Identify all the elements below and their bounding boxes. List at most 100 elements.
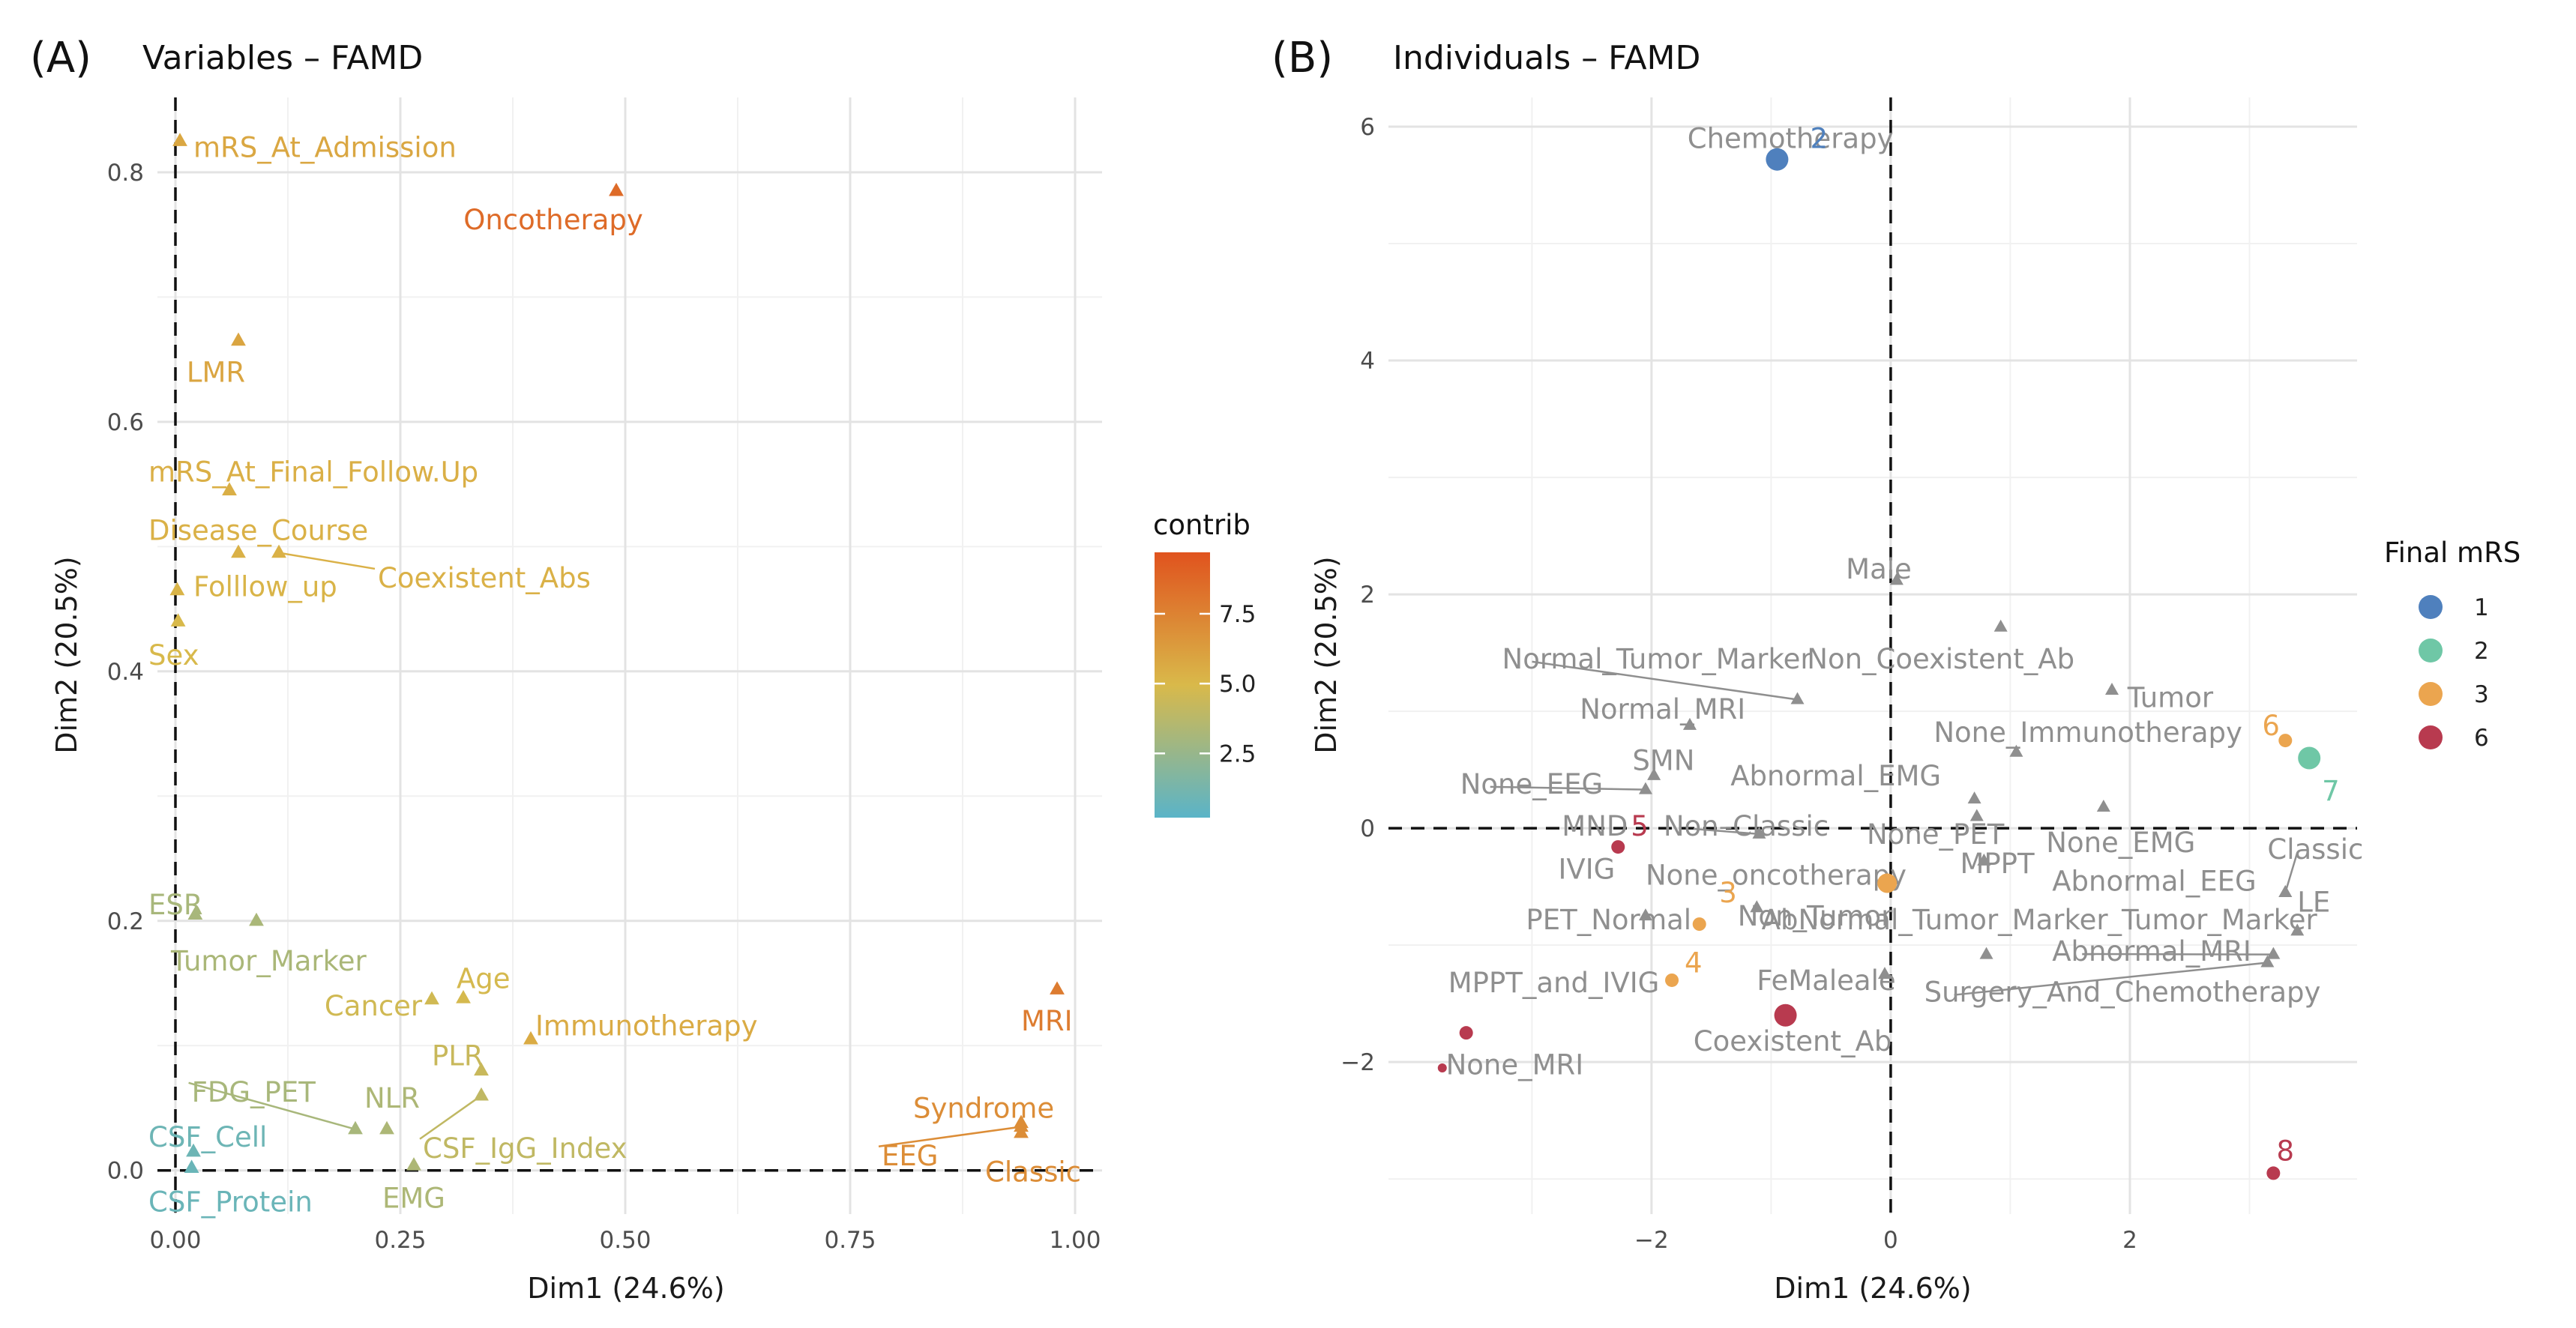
panel-b-x-tick-label: 2 <box>2122 1227 2137 1254</box>
category-label-classic: Classic <box>2267 833 2363 866</box>
category-label-non-classic: Non–Classic <box>1664 810 1829 842</box>
category-point-abnormal-tumor-marker-tumor-marker <box>1979 947 1993 959</box>
category-point-non-tumor <box>1750 900 1764 913</box>
variable-label-mrs-at-final-follow-up: mRS_At_Final_Follow.Up <box>148 456 478 488</box>
variable-label-esr: ESR <box>148 889 203 921</box>
legend-key-mrs-1 <box>2419 595 2443 619</box>
point-leader-line <box>419 1094 482 1140</box>
variable-label-oncotherapy: Oncotherapy <box>463 204 643 236</box>
variable-label-csf-protein: CSF_Protein <box>148 1186 313 1218</box>
individual-point <box>1459 1026 1473 1040</box>
category-leader-line <box>2082 953 2274 956</box>
variable-point-coexistent-abs <box>271 544 286 558</box>
final-mrs-legend-items: 1 2 3 6 <box>2419 594 2489 752</box>
variable-label-csf-cell: CSF_Cell <box>148 1121 267 1153</box>
category-label-abnormal-tumor-marker-tumor-marker: AbNormal_Tumor_Marker_Tumor_Marker <box>1762 904 2318 936</box>
panel-b: (B) Individuals – FAMD −2 0 2 −2 0 2 4 6 Chemo… <box>1272 34 2363 1305</box>
variable-point-esr <box>187 906 203 920</box>
category-point-smn <box>1647 767 1661 780</box>
category-label-ivig: IVIG <box>1558 854 1615 886</box>
panel-b-x-tick-label: 0 <box>1883 1227 1898 1254</box>
category-point-abnormal-emg <box>1967 791 1981 804</box>
legend-label-mrs-3: 3 <box>2474 681 2489 708</box>
colorbar-tick-label: 2.5 <box>1219 740 1256 767</box>
panel-b-y-tick-label: 2 <box>1360 582 1375 609</box>
panel-b-individual-points: 2 6 7 5 3 4 8 <box>1437 123 2340 1180</box>
panel-b-title: Individuals – FAMD <box>1393 39 1700 77</box>
variable-point-mri <box>1050 981 1065 995</box>
variable-label-fdg-pet: FDG_PET <box>192 1076 316 1108</box>
variable-point-classic <box>1014 1124 1029 1138</box>
colorbar-tick-label: 5.0 <box>1219 671 1256 698</box>
category-point-femaleale <box>1877 967 1892 980</box>
panel-b-y-tick-label: 6 <box>1360 114 1375 141</box>
panel-b-y-tick-label: −2 <box>1340 1049 1375 1076</box>
variable-label-mrs-at-admission: mRS_At_Admission <box>193 132 457 164</box>
variable-point-lmr <box>231 332 246 346</box>
individual-point <box>1774 1003 1797 1027</box>
panel-b-x-tick-labels: −2 0 2 <box>1634 1227 2137 1254</box>
panel-a-y-tick-label: 0.8 <box>107 160 144 187</box>
individual-label-6: 6 <box>2262 710 2280 742</box>
legend-key-mrs-3 <box>2419 682 2443 706</box>
category-label-le: LE <box>2297 886 2330 918</box>
category-label-chemotherapy: Chemotherapy <box>1688 123 1894 155</box>
category-point-non-coexistent-ab <box>1993 619 2008 632</box>
final-mrs-legend: Final mRS 1 2 3 6 <box>2384 537 2521 752</box>
legend-label-mrs-1: 1 <box>2474 594 2489 621</box>
panel-a-title: Variables – FAMD <box>142 39 423 77</box>
category-label-abnormal-emg: Abnormal_EMG <box>1730 760 1941 792</box>
panel-a-x-axis-title: Dim1 (24.6%) <box>527 1272 724 1305</box>
panel-b-x-tick-label: −2 <box>1634 1227 1669 1254</box>
variable-point-disease-course <box>231 544 246 558</box>
category-label-mnd: MND <box>1562 810 1628 842</box>
category-label-none-immunotherapy: None_Immunotherapy <box>1933 716 2242 749</box>
panel-a-zero-lines <box>157 97 1102 1214</box>
variable-label-lmr: LMR <box>187 356 245 388</box>
panel-b-category-points: ChemotherapyMaleNon_Coexistent_AbNormal_… <box>1446 123 2364 1081</box>
individual-point-6 <box>2278 734 2293 748</box>
category-point-none-immunotherapy <box>2009 744 2023 757</box>
panel-a-x-tick-labels: 0.00 0.25 0.50 0.75 1.00 <box>149 1227 1101 1254</box>
category-label-none-emg: None_EMG <box>2046 827 2195 859</box>
panel-a-y-tick-label: 0.6 <box>107 409 144 436</box>
panel-b-tag: (B) <box>1272 34 1333 82</box>
panel-a-points: mRS_At_Admission Oncotherapy LMR mRS_At_Fin… <box>148 132 1081 1219</box>
category-point-surgery-and-chemotherapy <box>2260 955 2275 968</box>
panel-b-x-axis-title: Dim1 (24.6%) <box>1774 1272 1971 1305</box>
variable-label-nlr: NLR <box>364 1082 420 1114</box>
individual-point-5 <box>1611 840 1625 854</box>
contrib-colorbar-ticks: 2.5 5.0 7.5 <box>1155 601 1256 767</box>
point-leader-line <box>878 1126 1022 1147</box>
category-point-le <box>2290 923 2305 936</box>
legend-key-mrs-6 <box>2419 725 2443 749</box>
variable-label-disease-course: Disease_Course <box>148 515 368 547</box>
variable-point-csf-cell <box>186 1143 201 1157</box>
category-point-abnormal-eeg <box>2278 884 2293 897</box>
category-label-pet-normal: PET_Normal <box>1526 904 1691 936</box>
category-label-none-pet: None_PET <box>1867 818 2005 851</box>
contrib-legend-title: contrib <box>1153 509 1251 541</box>
individual-point <box>1437 1063 1447 1072</box>
panel-a-y-tick-label: 0.2 <box>107 908 144 935</box>
variable-point-plr <box>474 1062 489 1076</box>
individual-point-2 <box>1766 148 1789 171</box>
category-leader-line <box>1954 962 2268 996</box>
panel-a-y-tick-label: 0.0 <box>107 1158 144 1185</box>
panel-a-y-tick-label: 0.4 <box>107 659 144 686</box>
category-point-mppt <box>1977 853 1991 866</box>
variable-label-folllow-up: Folllow_up <box>193 571 337 603</box>
panel-a-y-tick-labels: 0.0 0.2 0.4 0.6 0.8 <box>107 160 144 1185</box>
category-label-male: Male <box>1846 553 1912 585</box>
variable-point-sex <box>170 613 186 627</box>
contrib-colorbar <box>1155 552 1210 818</box>
variable-label-age: Age <box>457 962 511 995</box>
variable-label-immunotherapy: Immunotherapy <box>535 1010 758 1042</box>
category-point-none-pet <box>1969 809 1984 821</box>
contrib-legend: contrib 2.5 5.0 7.5 <box>1153 509 1256 818</box>
variable-label-csf-igg-index: CSF_IgG_Index <box>423 1132 628 1165</box>
final-mrs-legend-title: Final mRS <box>2384 537 2521 569</box>
category-label-abnormal-mri: Abnormal_MRI <box>2052 935 2251 968</box>
